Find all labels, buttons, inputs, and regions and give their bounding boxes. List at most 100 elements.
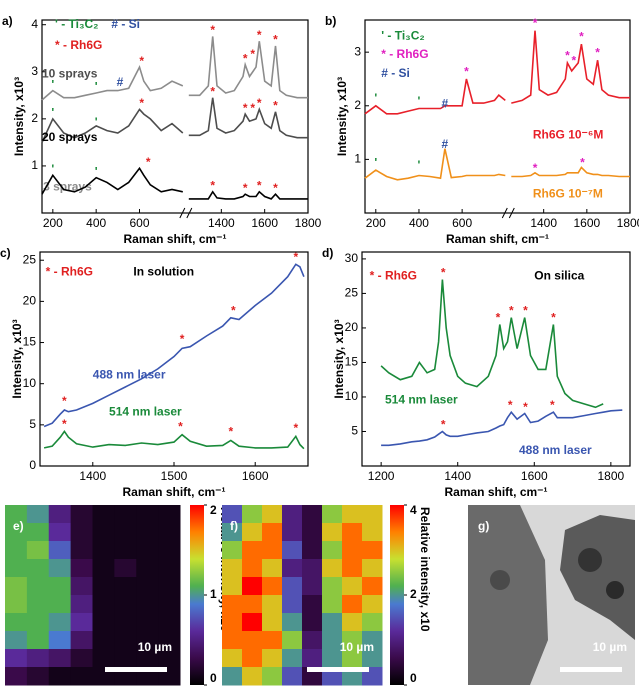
- heatmap-cell: [262, 577, 283, 596]
- heatmap-cell: [342, 559, 363, 578]
- heatmap-cell: [114, 595, 137, 614]
- peak-marker: ': [95, 80, 98, 94]
- heatmap-cell: [92, 595, 115, 614]
- heatmap-cell: [70, 505, 93, 524]
- heatmap-cell: [158, 613, 181, 632]
- heatmap-cell: [362, 649, 383, 668]
- panel-label: b): [325, 14, 336, 28]
- x-tick-label: 200: [43, 216, 63, 230]
- heatmap-cell: [92, 523, 115, 542]
- peak-marker: ': [51, 162, 54, 176]
- peak-marker: ': [374, 156, 377, 170]
- peak-marker: *: [441, 417, 446, 431]
- heatmap-cell: [242, 631, 263, 650]
- heatmap-cell: [5, 595, 28, 614]
- y-tick-label: 1: [31, 158, 38, 172]
- y-tick-label: 2: [31, 111, 38, 125]
- scalebar-label: 10 µm: [593, 640, 627, 654]
- heatmap-cell: [136, 559, 159, 578]
- spectrum: [364, 30, 630, 115]
- heatmap-cell: [5, 559, 28, 578]
- y-tick-label: 5: [29, 417, 36, 431]
- peak-marker: *: [523, 400, 528, 414]
- y-axis-label: Intensity, x10³: [10, 319, 24, 398]
- heatmap-cell: [362, 631, 383, 650]
- peak-marker: *: [243, 101, 248, 115]
- y-tick-label: 2: [354, 98, 361, 112]
- peak-marker: *: [229, 424, 234, 438]
- panel-label: e): [13, 519, 24, 533]
- colorbar-tick-label: 1: [210, 587, 217, 601]
- peak-marker: #: [442, 97, 449, 111]
- heatmap-cell: [282, 667, 303, 686]
- heatmap-cell: [158, 559, 181, 578]
- x-tick-label: 1500: [161, 469, 188, 483]
- peak-marker: *: [243, 51, 248, 65]
- heatmap-cell: [136, 505, 159, 524]
- spectrum: [41, 166, 308, 200]
- heatmap-cell: [136, 595, 159, 614]
- panel-label: a): [2, 14, 13, 28]
- heatmap-cell: [242, 649, 263, 668]
- heatmap-cell: [70, 613, 93, 632]
- heatmap-cell: [362, 577, 383, 596]
- heatmap-cell: [5, 631, 28, 650]
- heatmap-cell: [158, 541, 181, 560]
- legend-note: On silica: [534, 268, 584, 282]
- heatmap-cell: [342, 613, 363, 632]
- heatmap-cell: [70, 595, 93, 614]
- plot-frame: [361, 251, 631, 467]
- x-axis-label: Raman shift, cm⁻¹: [446, 232, 549, 246]
- x-tick-label: 1400: [444, 469, 471, 483]
- series-label: Rh6G 10⁻⁷M: [533, 186, 603, 200]
- heatmap-cell: [342, 595, 363, 614]
- heatmap-cell: [48, 523, 72, 542]
- heatmap-cell: [242, 667, 263, 686]
- peak-marker: ': [374, 91, 377, 105]
- heatmap-cell: [48, 559, 72, 578]
- heatmap-cell: [362, 559, 383, 578]
- peak-marker: *: [293, 250, 298, 264]
- heatmap-cell: [222, 523, 243, 542]
- heatmap-cell: [222, 559, 243, 578]
- y-tick-label: 1: [354, 152, 361, 166]
- x-tick-label: 400: [86, 216, 106, 230]
- peak-marker: *: [178, 419, 183, 433]
- peak-marker: *: [550, 398, 555, 412]
- heatmap-cell: [322, 631, 343, 650]
- peak-marker: *: [509, 303, 514, 317]
- heatmap-cell: [70, 649, 93, 668]
- heatmap-cell: [322, 595, 343, 614]
- heatmap-cell: [342, 505, 363, 524]
- x-axis-label: Raman shift, cm⁻¹: [122, 485, 225, 499]
- heatmap-cell: [262, 505, 283, 524]
- colorbar-tick-label: 4: [410, 503, 417, 517]
- heatmap-cell: [26, 613, 50, 632]
- heatmap-cell: [114, 505, 137, 524]
- heatmap-cell: [222, 505, 243, 524]
- x-tick-label: 1600: [242, 469, 269, 483]
- peak-marker: *: [496, 310, 501, 324]
- y-axis-label: Intensity, x10³: [12, 77, 26, 156]
- x-tick-label: 1200: [368, 469, 395, 483]
- spectrum: [41, 97, 308, 143]
- x-tick-label: 1800: [598, 469, 625, 483]
- heatmap-cell: [70, 577, 93, 596]
- heatmap-cell: [242, 595, 263, 614]
- x-tick-label: 1400: [530, 216, 557, 230]
- heatmap-cell: [70, 559, 93, 578]
- heatmap-cell: [92, 541, 115, 560]
- heatmap-cell: [70, 541, 93, 560]
- peak-marker: *: [572, 54, 577, 68]
- y-tick-label: 10: [23, 376, 37, 390]
- peak-marker: *: [565, 48, 570, 62]
- heatmap-cell: [158, 649, 181, 668]
- heatmap-cell: [362, 505, 383, 524]
- heatmap-cell: [302, 631, 323, 650]
- y-axis-label: Intensity, x10³: [332, 319, 346, 398]
- heatmap-cell: [158, 631, 181, 650]
- peak-marker: *: [257, 96, 262, 110]
- heatmap-cell: [362, 595, 383, 614]
- heatmap-cell: [282, 595, 303, 614]
- heatmap-cell: [362, 613, 383, 632]
